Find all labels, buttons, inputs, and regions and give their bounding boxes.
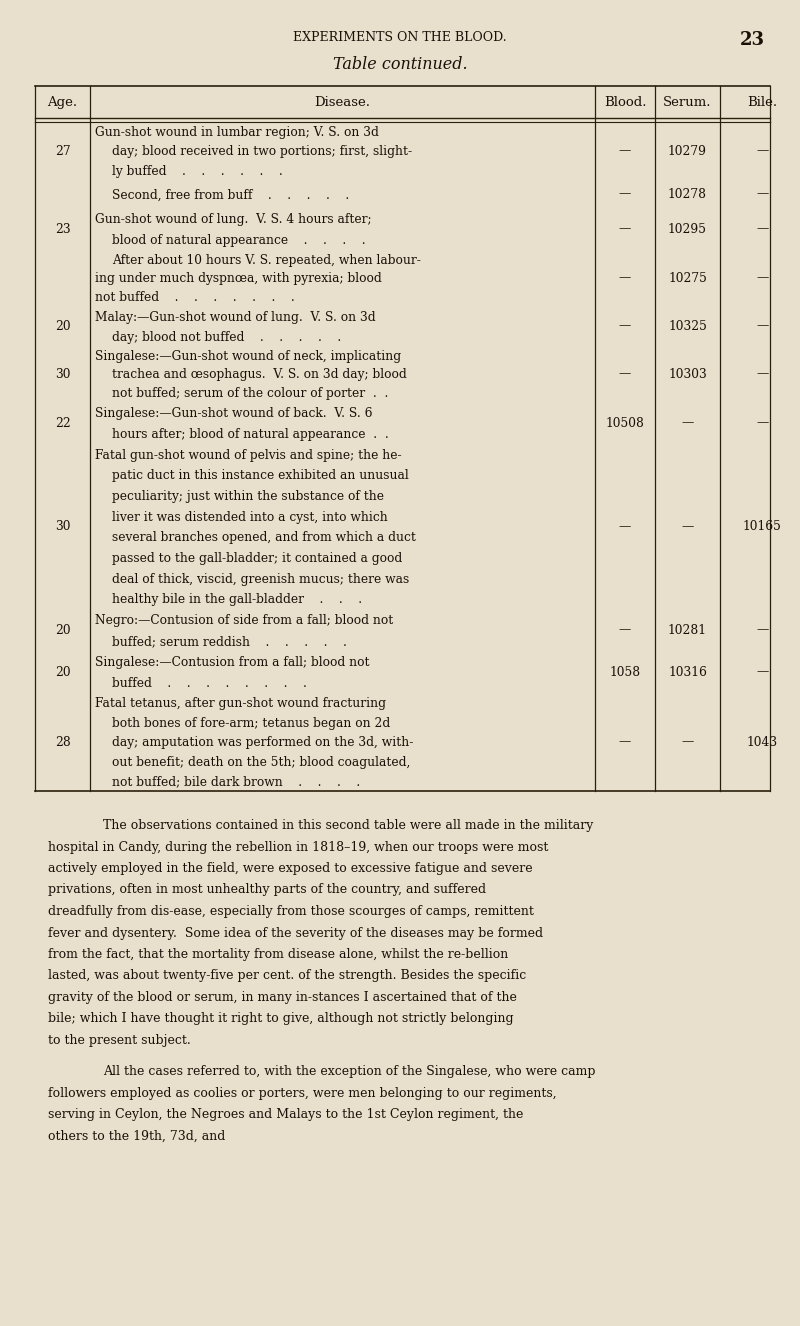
Text: Negro:—Contusion of side from a fall; blood not: Negro:—Contusion of side from a fall; bl… — [95, 614, 394, 627]
Text: —: — — [619, 736, 631, 748]
Text: Singalese:—Gun-shot wound of neck, implicating: Singalese:—Gun-shot wound of neck, impli… — [95, 350, 401, 363]
Text: —: — — [619, 187, 631, 200]
Text: day; blood received in two portions; first, slight-: day; blood received in two portions; fir… — [112, 146, 412, 159]
Text: 10295: 10295 — [668, 223, 707, 236]
Text: The observations contained in this second table were all made in the military: The observations contained in this secon… — [103, 819, 594, 831]
Text: Malay:—Gun-shot wound of lung.  V. S. on 3d: Malay:—Gun-shot wound of lung. V. S. on … — [95, 310, 376, 324]
Text: passed to the gall-bladder; it contained a good: passed to the gall-bladder; it contained… — [112, 552, 402, 565]
Text: —: — — [756, 666, 769, 679]
Text: —: — — [756, 320, 769, 333]
Text: followers employed as coolies or porters, were men belonging to our regiments,: followers employed as coolies or porters… — [48, 1087, 557, 1101]
Text: 23: 23 — [740, 30, 765, 49]
Text: —: — — [682, 520, 694, 533]
Text: fever and dysentery.  Some idea of the severity of the diseases may be formed: fever and dysentery. Some idea of the se… — [48, 927, 543, 940]
Text: 23: 23 — [54, 223, 70, 236]
Text: —: — — [682, 736, 694, 748]
Text: healthy bile in the gall-bladder    .    .    .: healthy bile in the gall-bladder . . . — [112, 593, 362, 606]
Text: 30: 30 — [54, 367, 70, 381]
Text: others to the 19th, 73d, and: others to the 19th, 73d, and — [48, 1130, 226, 1143]
Text: trachea and œsophagus.  V. S. on 3d day; blood: trachea and œsophagus. V. S. on 3d day; … — [112, 369, 406, 382]
Text: Singalese:—Contusion from a fall; blood not: Singalese:—Contusion from a fall; blood … — [95, 656, 370, 670]
Text: buffed    .    .    .    .    .    .    .    .: buffed . . . . . . . . — [112, 678, 307, 690]
Text: —: — — [619, 223, 631, 236]
Text: several branches opened, and from which a duct: several branches opened, and from which … — [112, 532, 416, 545]
Text: to the present subject.: to the present subject. — [48, 1034, 190, 1048]
Text: Fatal tetanus, after gun-shot wound fracturing: Fatal tetanus, after gun-shot wound frac… — [95, 697, 386, 711]
Text: privations, often in most unhealthy parts of the country, and suffered: privations, often in most unhealthy part… — [48, 883, 486, 896]
Text: out benefit; death on the 5th; blood coagulated,: out benefit; death on the 5th; blood coa… — [112, 756, 410, 769]
Text: 20: 20 — [54, 666, 70, 679]
Text: from the fact, that the mortality from disease alone, whilst the re-bellion: from the fact, that the mortality from d… — [48, 948, 508, 961]
Text: day; blood not buffed    .    .    .    .    .: day; blood not buffed . . . . . — [112, 330, 342, 343]
Text: Singalese:—Gun-shot wound of back.  V. S. 6: Singalese:—Gun-shot wound of back. V. S.… — [95, 407, 373, 420]
Text: After about 10 hours V. S. repeated, when labour-: After about 10 hours V. S. repeated, whe… — [112, 253, 421, 267]
Text: gravity of the blood or serum, in many in-stances I ascertained that of the: gravity of the blood or serum, in many i… — [48, 991, 517, 1004]
Text: —: — — [756, 623, 769, 636]
Text: hospital in Candy, during the rebellion in 1818–19, when our troops were most: hospital in Candy, during the rebellion … — [48, 841, 548, 854]
Text: —: — — [619, 367, 631, 381]
Text: ing under much dyspnœa, with pyrexia; blood: ing under much dyspnœa, with pyrexia; bl… — [95, 272, 382, 285]
Text: not buffed    .    .    .    .    .    .    .: not buffed . . . . . . . — [95, 292, 294, 304]
Text: Disease.: Disease. — [314, 95, 370, 109]
Text: —: — — [619, 145, 631, 158]
Text: blood of natural appearance    .    .    .    .: blood of natural appearance . . . . — [112, 235, 366, 247]
Text: —: — — [756, 367, 769, 381]
Text: not buffed; serum of the colour of porter  .  .: not buffed; serum of the colour of porte… — [112, 387, 388, 400]
Text: 28: 28 — [54, 736, 70, 748]
Text: —: — — [756, 416, 769, 430]
Text: EXPERIMENTS ON THE BLOOD.: EXPERIMENTS ON THE BLOOD. — [293, 30, 507, 44]
Text: ly buffed    .    .    .    .    .    .: ly buffed . . . . . . — [112, 164, 282, 178]
Text: 30: 30 — [54, 520, 70, 533]
Text: 10275: 10275 — [668, 272, 707, 285]
Text: All the cases referred to, with the exception of the Singalese, who were camp: All the cases referred to, with the exce… — [103, 1066, 595, 1078]
Text: 10325: 10325 — [668, 320, 707, 333]
Text: Gun-shot wound in lumbar region; V. S. on 3d: Gun-shot wound in lumbar region; V. S. o… — [95, 126, 379, 139]
Text: deal of thick, viscid, greenish mucus; there was: deal of thick, viscid, greenish mucus; t… — [112, 573, 410, 586]
Text: actively employed in the field, were exposed to excessive fatigue and severe: actively employed in the field, were exp… — [48, 862, 533, 875]
Text: 27: 27 — [54, 145, 70, 158]
Text: 10316: 10316 — [668, 666, 707, 679]
Text: Serum.: Serum. — [663, 95, 712, 109]
Text: Fatal gun-shot wound of pelvis and spine; the he-: Fatal gun-shot wound of pelvis and spine… — [95, 448, 402, 461]
Text: 22: 22 — [54, 416, 70, 430]
Text: buffed; serum reddish    .    .    .    .    .: buffed; serum reddish . . . . . — [112, 635, 347, 648]
Text: 10303: 10303 — [668, 367, 707, 381]
Text: —: — — [619, 272, 631, 285]
Text: Bile.: Bile. — [747, 95, 778, 109]
Text: 10281: 10281 — [668, 623, 707, 636]
Text: hours after; blood of natural appearance  .  .: hours after; blood of natural appearance… — [112, 428, 389, 442]
Text: —: — — [756, 272, 769, 285]
Text: Table continued.: Table continued. — [333, 56, 467, 73]
Text: 20: 20 — [54, 320, 70, 333]
Text: lasted, was about twenty-five per cent. of the strength. Besides the specific: lasted, was about twenty-five per cent. … — [48, 969, 526, 983]
Text: liver it was distended into a cyst, into which: liver it was distended into a cyst, into… — [112, 511, 388, 524]
Text: —: — — [682, 416, 694, 430]
Text: —: — — [619, 520, 631, 533]
Text: bile; which I have thought it right to give, although not strictly belonging: bile; which I have thought it right to g… — [48, 1013, 514, 1025]
Text: 10165: 10165 — [743, 520, 782, 533]
Text: peculiarity; just within the substance of the: peculiarity; just within the substance o… — [112, 491, 384, 503]
Text: patic duct in this instance exhibited an unusual: patic duct in this instance exhibited an… — [112, 469, 409, 483]
Text: —: — — [756, 187, 769, 200]
Text: not buffed; bile dark brown    .    .    .    .: not buffed; bile dark brown . . . . — [112, 776, 360, 789]
Text: Age.: Age. — [47, 95, 78, 109]
Text: 10278: 10278 — [668, 187, 707, 200]
Text: Second, free from buff    .    .    .    .    .: Second, free from buff . . . . . — [112, 188, 350, 202]
Text: serving in Ceylon, the Negroes and Malays to the 1st Ceylon regiment, the: serving in Ceylon, the Negroes and Malay… — [48, 1109, 523, 1122]
Text: —: — — [756, 223, 769, 236]
Text: —: — — [619, 623, 631, 636]
Text: both bones of fore-arm; tetanus began on 2d: both bones of fore-arm; tetanus began on… — [112, 717, 390, 729]
Text: —: — — [619, 320, 631, 333]
Text: 1058: 1058 — [610, 666, 641, 679]
Text: 20: 20 — [54, 623, 70, 636]
Text: dreadfully from dis-ease, especially from those scourges of camps, remittent: dreadfully from dis-ease, especially fro… — [48, 906, 534, 918]
Text: —: — — [756, 145, 769, 158]
Text: 10508: 10508 — [606, 416, 645, 430]
Text: Blood.: Blood. — [604, 95, 646, 109]
Text: Gun-shot wound of lung.  V. S. 4 hours after;: Gun-shot wound of lung. V. S. 4 hours af… — [95, 213, 372, 225]
Text: day; amputation was performed on the 3d, with-: day; amputation was performed on the 3d,… — [112, 736, 414, 749]
Text: 1043: 1043 — [747, 736, 778, 748]
Text: 10279: 10279 — [668, 145, 707, 158]
